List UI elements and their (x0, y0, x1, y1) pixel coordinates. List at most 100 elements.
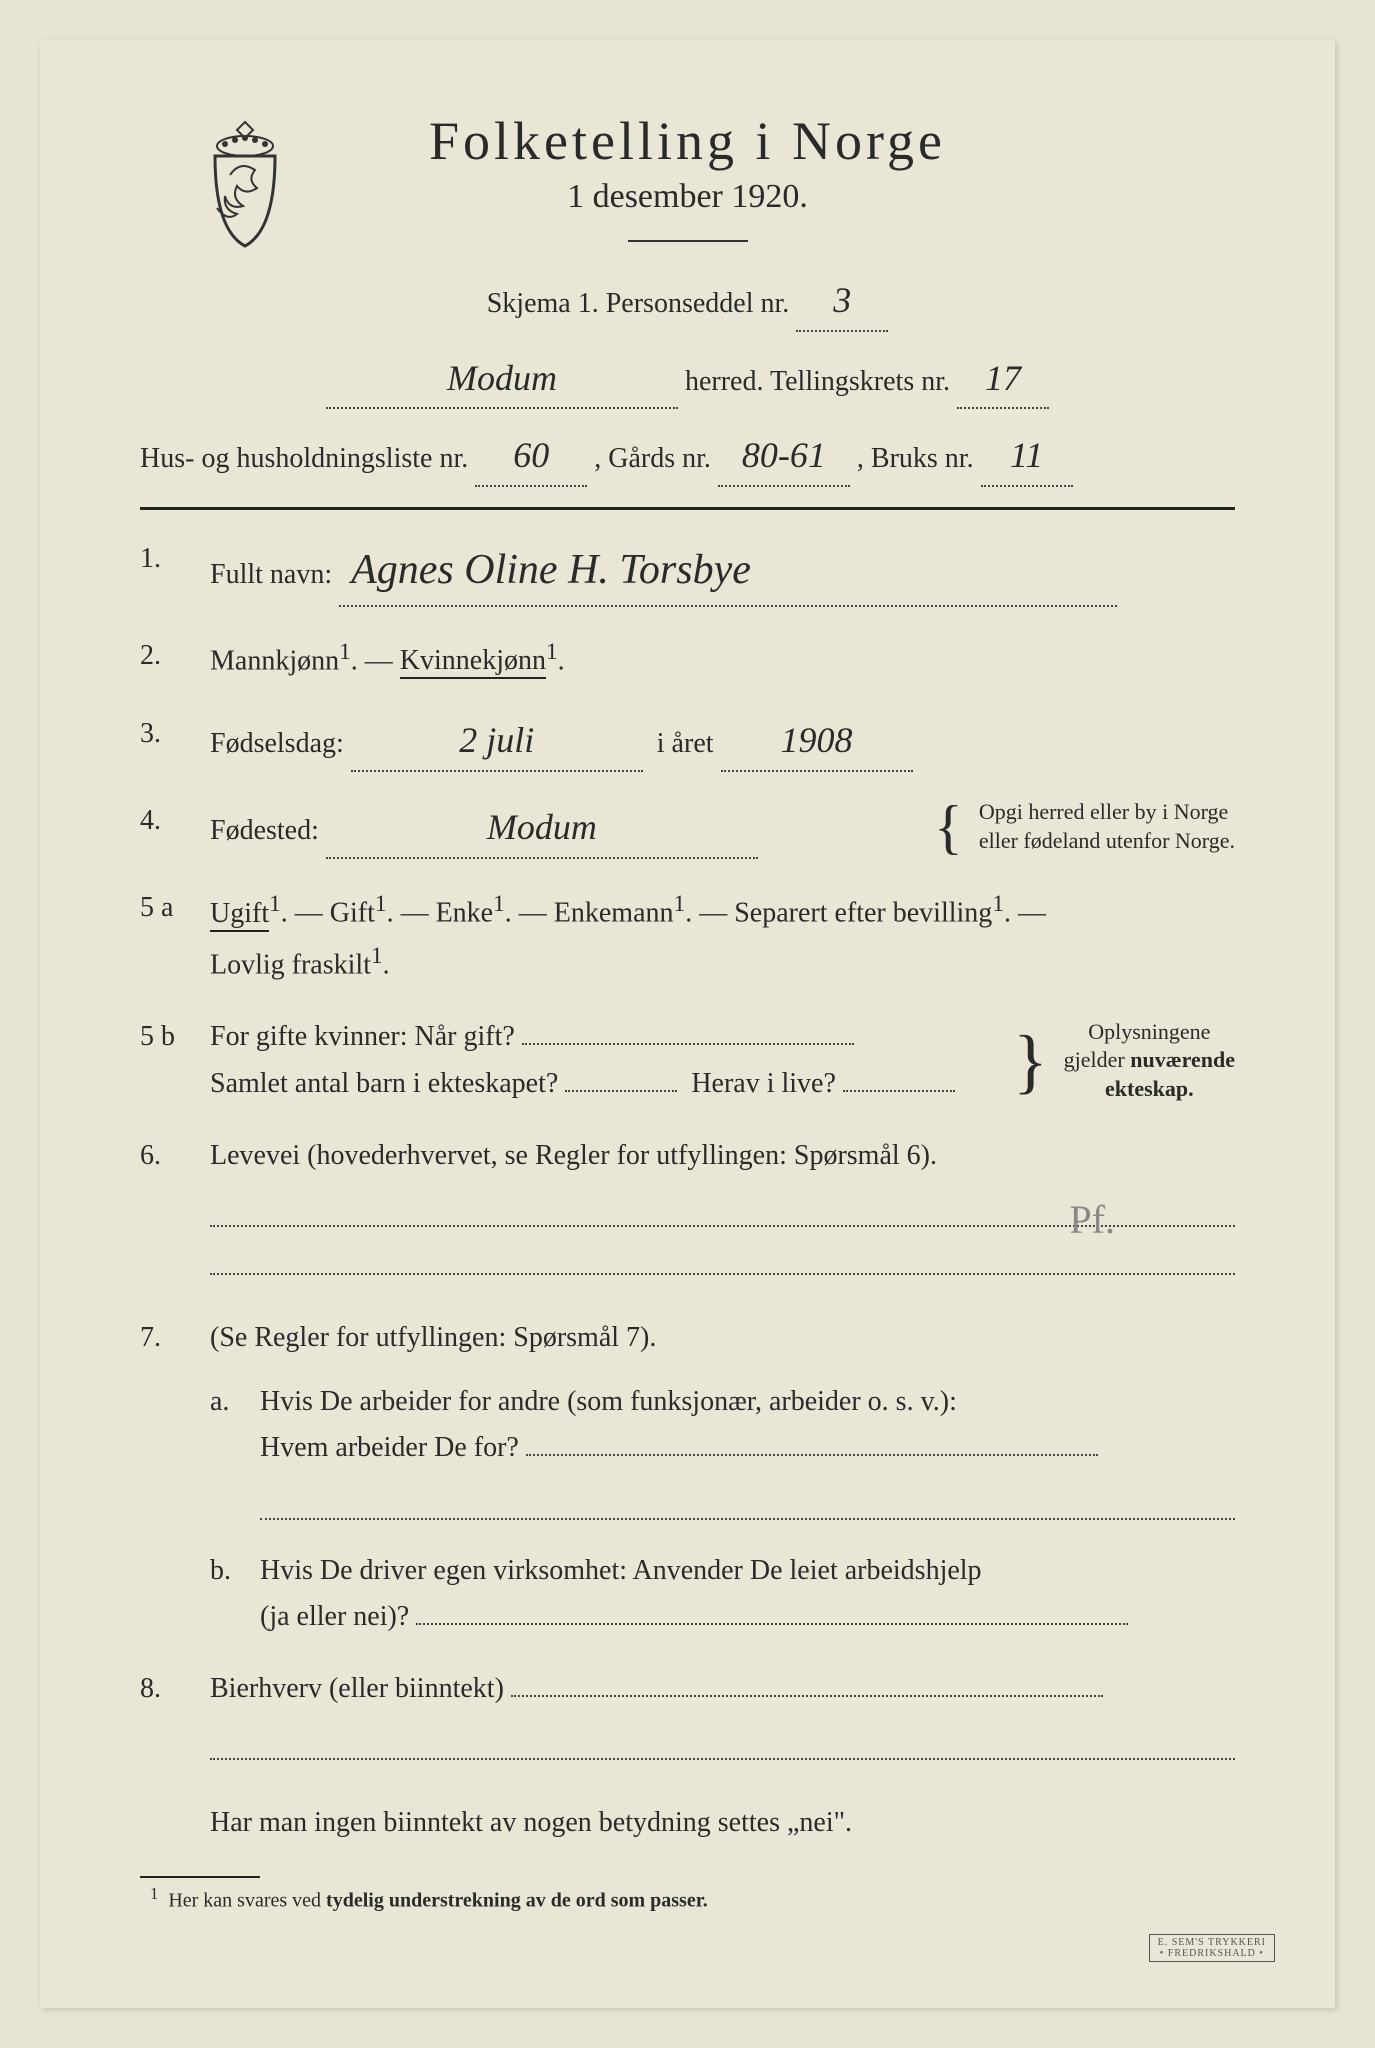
q3-value: 2 juli (351, 711, 643, 772)
q8-num: 8. (140, 1666, 210, 1774)
q5a: 5 a Ugift1. — Gift1. — Enke1. — Enkemann… (140, 885, 1235, 988)
stamp-l2: • FREDRIKSHALD • (1160, 1948, 1264, 1959)
sup: 1 (375, 891, 387, 917)
q5b-n2: gjelder (1064, 1047, 1131, 1072)
q5a-opt5: Separert efter bevilling (734, 898, 992, 929)
q2-period: . (558, 645, 565, 676)
q3-num: 3. (140, 711, 210, 772)
q8-label: Bierhverv (eller biinntekt) (210, 1673, 504, 1704)
skjema-line: Skjema 1. Personseddel nr. 3 (140, 272, 1235, 332)
tellingskrets-nr: 17 (957, 350, 1049, 410)
q7b-l2: (ja eller nei)? (260, 1601, 409, 1632)
fn-text: Her kan svares ved (168, 1890, 326, 1912)
sup: 1 (269, 891, 281, 917)
gards-nr: 80-61 (718, 427, 850, 487)
q4-note-a: Opgi herred eller by i Norge (979, 799, 1228, 824)
separator-rule (140, 507, 1235, 510)
q2-num: 2. (140, 633, 210, 685)
herred-line: Modum herred. Tellingskrets nr. 17 (140, 350, 1235, 410)
page-frame: Folketelling i Norge 1 desember 1920. Sk… (0, 0, 1375, 2048)
q7a-fill2 (260, 1486, 1235, 1520)
q3-mid: i året (657, 728, 714, 759)
dash: . — (685, 898, 734, 929)
q4-value: Modum (326, 798, 758, 859)
herred-value: Modum (326, 350, 678, 410)
period: . (383, 949, 390, 980)
q4-note: Opgi herred eller by i Norge eller fødel… (979, 798, 1235, 855)
q1-value: Agnes Oline H. Torsbye (339, 536, 1117, 607)
q5b: 5 b For gifte kvinner: Når gift? Samlet … (140, 1014, 1235, 1106)
sup: 1 (674, 891, 686, 917)
dash: . — (281, 898, 330, 929)
tail-note: Har man ingen biinntekt av nogen betydni… (140, 1800, 1235, 1846)
q2: 2. Mannkjønn1. — Kvinnekjønn1. (140, 633, 1235, 685)
fn-sup: 1 (150, 1884, 158, 1903)
dash: . — (387, 898, 436, 929)
q4-note-b: eller fødeland utenfor Norge. (979, 828, 1235, 853)
q3-year: 1908 (721, 711, 913, 772)
tail-text: Har man ingen biinntekt av nogen betydni… (210, 1800, 1235, 1846)
q5b-l2a-fill (565, 1090, 677, 1092)
q2-dash: . — (351, 645, 400, 676)
q2-opt1: Mannkjønn (210, 645, 339, 676)
gards-label: , Gårds nr. (594, 443, 711, 474)
stamp-l1: E. SEM'S TRYKKERI (1158, 1937, 1266, 1948)
q7-intro: (Se Regler for utfyllingen: Spørsmål 7). (210, 1322, 656, 1353)
q2-sup2: 1 (546, 639, 558, 665)
q8: 8. Bierhverv (eller biinntekt) (140, 1666, 1235, 1774)
personseddel-nr: 3 (796, 272, 888, 332)
sup: 1 (992, 891, 1004, 917)
q1: 1. Fullt navn: Agnes Oline H. Torsbye (140, 536, 1235, 607)
q5a-opt4: Enkemann (554, 898, 674, 929)
q6-num: 6. (140, 1133, 210, 1289)
q5a-opt3: Enke (436, 898, 494, 929)
bruks-nr: 11 (981, 427, 1073, 487)
q7: 7. (Se Regler for utfyllingen: Spørsmål … (140, 1315, 1235, 1640)
q5b-n2b: nuværende (1130, 1047, 1235, 1072)
q2-sup1: 1 (339, 639, 351, 665)
q8-fill2 (210, 1726, 1235, 1760)
bruks-label: , Bruks nr. (857, 443, 974, 474)
q7b-l1: Hvis De driver egen virksomhet: Anvender… (260, 1555, 982, 1586)
q5b-num: 5 b (140, 1014, 210, 1106)
brace-icon: } (1013, 1043, 1048, 1079)
q5a-opt6: Lovlig fraskilt (210, 949, 371, 980)
title-divider (628, 240, 748, 242)
q2-opt2: Kvinnekjønn (400, 645, 546, 679)
q4-num: 4. (140, 798, 210, 844)
q1-num: 1. (140, 536, 210, 607)
header: Folketelling i Norge 1 desember 1920. (140, 110, 1235, 242)
hus-line: Hus- og husholdningsliste nr. 60 , Gårds… (140, 427, 1235, 487)
herred-label: herred. Tellingskrets nr. (685, 366, 950, 397)
q5b-l2a: Samlet antal barn i ekteskapet? (210, 1068, 558, 1099)
sup: 1 (371, 943, 383, 969)
subtitle: 1 desember 1920. (140, 178, 1235, 216)
fn-bold: tydelig understrekning av de ord som pas… (326, 1890, 708, 1912)
q7a-num: a. (210, 1379, 260, 1533)
q7-num: 7. (140, 1315, 210, 1640)
q4-label: Fødested: (210, 815, 319, 846)
q3-label: Fødselsdag: (210, 728, 344, 759)
coat-of-arms-icon (200, 120, 290, 250)
q7a-l2: Hvem arbeider De for? (260, 1432, 519, 1463)
sup: 1 (493, 891, 505, 917)
q5b-note: Oplysningene gjelder nuværende ekteskap. (1064, 1018, 1235, 1104)
printer-stamp: E. SEM'S TRYKKERI • FREDRIKSHALD • (1149, 1934, 1275, 1962)
q1-label: Fullt navn: (210, 559, 332, 590)
q5a-num: 5 a (140, 885, 210, 988)
q5a-opt2: Gift (330, 898, 375, 929)
brace-icon: { (934, 812, 963, 842)
title: Folketelling i Norge (140, 110, 1235, 172)
dash: . — (505, 898, 554, 929)
dash: . — (1004, 898, 1046, 929)
q6-fill: Pf. (210, 1193, 1235, 1227)
q6-label: Levevei (hovederhvervet, se Regler for u… (210, 1140, 937, 1171)
q6: 6. Levevei (hovederhvervet, se Regler fo… (140, 1133, 1235, 1289)
q8-fill (511, 1695, 1103, 1697)
q6-value: Pf. (1069, 1187, 1115, 1253)
q7a-l1: Hvis De arbeider for andre (som funksjon… (260, 1386, 957, 1417)
q5b-l2b: Herav i live? (691, 1068, 836, 1099)
skjema-label: Skjema 1. Personseddel nr. (487, 288, 790, 319)
form-sheet: Folketelling i Norge 1 desember 1920. Sk… (40, 40, 1335, 2008)
q5b-l1: For gifte kvinner: Når gift? (210, 1021, 515, 1052)
